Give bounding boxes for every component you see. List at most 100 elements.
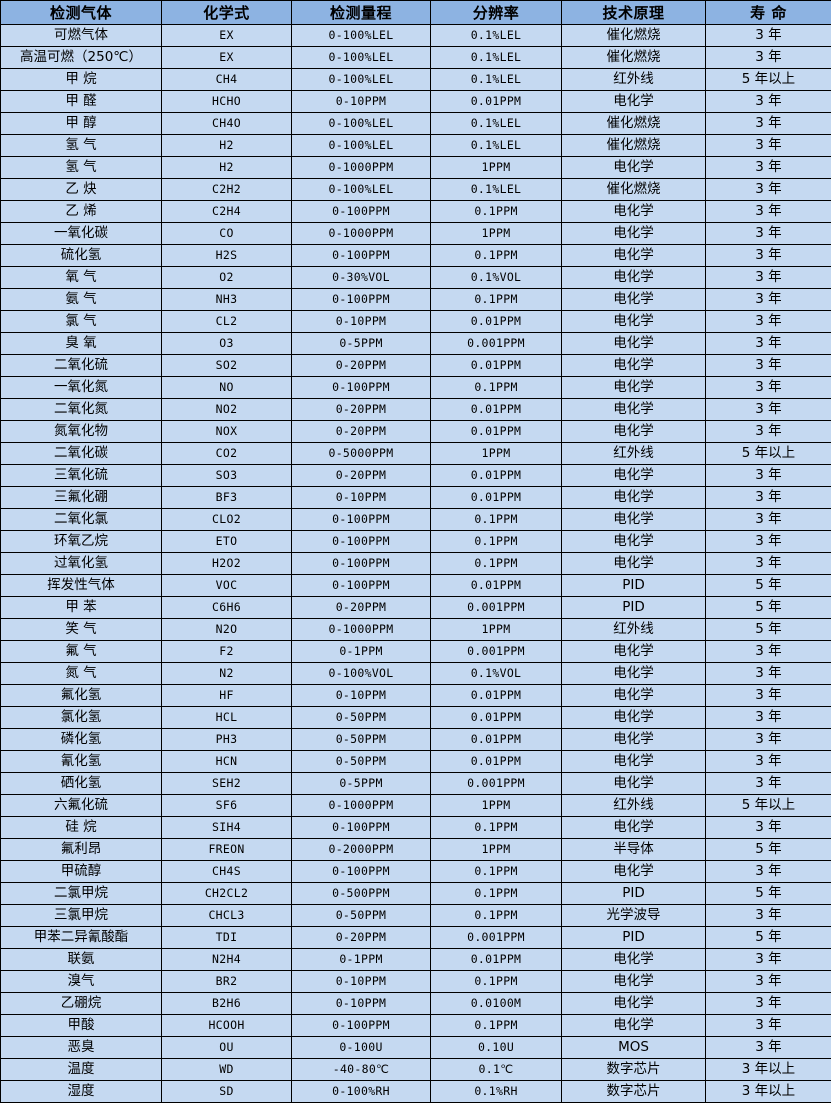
cell-lifetime: 3 年 xyxy=(706,245,831,267)
cell-range: 0-100PPM xyxy=(292,201,431,223)
cell-range: 0-1000PPM xyxy=(292,157,431,179)
cell-technology: 电化学 xyxy=(562,333,706,355)
cell-formula: CL2 xyxy=(162,311,292,333)
cell-range: -40-80℃ xyxy=(292,1059,431,1081)
cell-formula: F2 xyxy=(162,641,292,663)
cell-lifetime: 3 年 xyxy=(706,91,831,113)
cell-lifetime: 3 年 xyxy=(706,707,831,729)
cell-gas: 硅 烷 xyxy=(1,817,162,839)
cell-gas: 硫化氢 xyxy=(1,245,162,267)
cell-lifetime: 3 年 xyxy=(706,531,831,553)
cell-range: 0-1PPM xyxy=(292,949,431,971)
cell-gas: 二氧化硫 xyxy=(1,355,162,377)
cell-lifetime: 3 年 xyxy=(706,289,831,311)
cell-lifetime: 3 年 xyxy=(706,817,831,839)
cell-gas: 二氧化氯 xyxy=(1,509,162,531)
cell-gas: 甲苯二异氰酸酯 xyxy=(1,927,162,949)
cell-range: 0-50PPM xyxy=(292,707,431,729)
cell-range: 0-100PPM xyxy=(292,1015,431,1037)
cell-lifetime: 5 年 xyxy=(706,575,831,597)
cell-formula: H2 xyxy=(162,135,292,157)
cell-gas: 三氧化硫 xyxy=(1,465,162,487)
cell-resolution: 0.01PPM xyxy=(431,575,562,597)
cell-lifetime: 3 年 xyxy=(706,971,831,993)
cell-range: 0-20PPM xyxy=(292,421,431,443)
table-header: 检测气体 化学式 检测量程 分辨率 技术原理 寿 命 xyxy=(1,1,831,25)
cell-range: 0-1000PPM xyxy=(292,795,431,817)
cell-technology: 电化学 xyxy=(562,509,706,531)
cell-technology: 电化学 xyxy=(562,971,706,993)
cell-formula: H2O2 xyxy=(162,553,292,575)
cell-resolution: 0.1%LEL xyxy=(431,47,562,69)
cell-formula: FREON xyxy=(162,839,292,861)
cell-technology: 电化学 xyxy=(562,421,706,443)
cell-resolution: 0.1%RH xyxy=(431,1081,562,1103)
cell-technology: PID xyxy=(562,575,706,597)
cell-range: 0-100U xyxy=(292,1037,431,1059)
cell-technology: 电化学 xyxy=(562,729,706,751)
cell-technology: PID xyxy=(562,927,706,949)
cell-gas: 臭 氧 xyxy=(1,333,162,355)
cell-resolution: 0.1PPM xyxy=(431,509,562,531)
cell-resolution: 0.1%LEL xyxy=(431,69,562,91)
header-row: 检测气体 化学式 检测量程 分辨率 技术原理 寿 命 xyxy=(1,1,831,25)
cell-resolution: 0.1%LEL xyxy=(431,135,562,157)
cell-lifetime: 3 年 xyxy=(706,311,831,333)
cell-resolution: 1PPM xyxy=(431,619,562,641)
cell-range: 0-5000PPM xyxy=(292,443,431,465)
cell-gas: 氯 气 xyxy=(1,311,162,333)
cell-formula: C2H4 xyxy=(162,201,292,223)
cell-technology: 电化学 xyxy=(562,157,706,179)
cell-lifetime: 5 年以上 xyxy=(706,795,831,817)
cell-gas: 联氨 xyxy=(1,949,162,971)
cell-formula: NOX xyxy=(162,421,292,443)
cell-range: 0-30%VOL xyxy=(292,267,431,289)
cell-resolution: 0.1PPM xyxy=(431,531,562,553)
cell-range: 0-100%RH xyxy=(292,1081,431,1103)
cell-formula: WD xyxy=(162,1059,292,1081)
cell-formula: SO3 xyxy=(162,465,292,487)
cell-technology: 电化学 xyxy=(562,465,706,487)
cell-gas: 氟 气 xyxy=(1,641,162,663)
cell-technology: 红外线 xyxy=(562,443,706,465)
cell-formula: CH4O xyxy=(162,113,292,135)
cell-lifetime: 3 年 xyxy=(706,377,831,399)
cell-gas: 温度 xyxy=(1,1059,162,1081)
cell-resolution: 0.1PPM xyxy=(431,883,562,905)
cell-lifetime: 3 年 xyxy=(706,509,831,531)
cell-gas: 甲 烷 xyxy=(1,69,162,91)
cell-formula: HCN xyxy=(162,751,292,773)
cell-resolution: 0.01PPM xyxy=(431,465,562,487)
cell-gas: 氯化氢 xyxy=(1,707,162,729)
cell-gas: 乙硼烷 xyxy=(1,993,162,1015)
cell-gas: 二氧化氮 xyxy=(1,399,162,421)
cell-resolution: 0.01PPM xyxy=(431,707,562,729)
cell-lifetime: 3 年 xyxy=(706,905,831,927)
cell-resolution: 0.01PPM xyxy=(431,311,562,333)
cell-technology: 电化学 xyxy=(562,531,706,553)
column-header-formula: 化学式 xyxy=(162,1,292,25)
cell-gas: 过氧化氢 xyxy=(1,553,162,575)
cell-resolution: 0.01PPM xyxy=(431,729,562,751)
cell-resolution: 0.1PPM xyxy=(431,553,562,575)
cell-gas: 甲硫醇 xyxy=(1,861,162,883)
cell-range: 0-100PPM xyxy=(292,377,431,399)
cell-technology: PID xyxy=(562,883,706,905)
cell-formula: HCHO xyxy=(162,91,292,113)
cell-technology: 催化燃烧 xyxy=(562,25,706,47)
cell-range: 0-1000PPM xyxy=(292,223,431,245)
cell-lifetime: 5 年 xyxy=(706,883,831,905)
cell-technology: 电化学 xyxy=(562,993,706,1015)
cell-technology: 电化学 xyxy=(562,685,706,707)
column-header-lifetime: 寿 命 xyxy=(706,1,831,25)
